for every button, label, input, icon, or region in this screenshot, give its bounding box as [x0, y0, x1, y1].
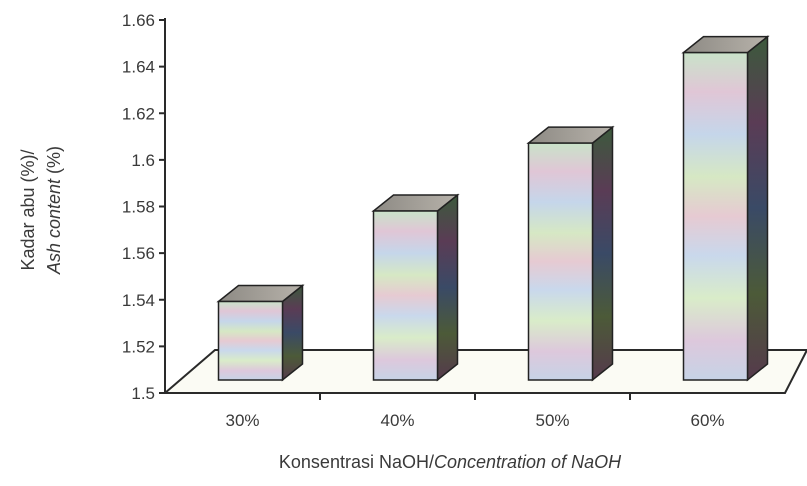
y-tick-label: 1.54: [122, 291, 155, 310]
y-tick-label: 1.66: [122, 11, 155, 30]
x-category-label: 60%: [690, 411, 724, 430]
y-tick-label: 1.58: [122, 198, 155, 217]
bar-50%: [526, 125, 615, 382]
bar-side-face: [436, 193, 459, 382]
y-tick-label: 1.6: [131, 151, 155, 170]
bar-30%: [216, 283, 305, 382]
x-category-label: 50%: [535, 411, 569, 430]
bar-front-face: [217, 300, 284, 381]
y-axis-title-unit: (%): [44, 146, 64, 179]
x-axis-labels: 30% 40% 50% 60%: [225, 411, 724, 430]
bar-front-face: [372, 210, 439, 381]
x-axis-title: Konsentrasi NaOH/Concentration of NaOH: [279, 452, 622, 472]
y-tick-label: 1.56: [122, 244, 155, 263]
x-category-label: 40%: [380, 411, 414, 430]
bars-group: [216, 35, 770, 382]
bar-side-face: [591, 125, 614, 382]
bar-60%: [681, 35, 770, 382]
x-axis-title-italic: Concentration of NaOH: [434, 452, 622, 472]
bar-side-face: [746, 35, 769, 382]
y-axis-title-line2: Ash content (%): [44, 146, 64, 275]
bar-front-face: [527, 142, 594, 381]
x-category-label: 30%: [225, 411, 259, 430]
bar-40%: [371, 193, 460, 382]
bar-front-face: [682, 51, 749, 381]
y-tick-label: 1.5: [131, 384, 155, 403]
y-tick-label: 1.52: [122, 337, 155, 356]
x-axis-title-main: Konsentrasi NaOH/: [279, 452, 434, 472]
y-axis-title-italic: Ash content: [44, 178, 64, 275]
y-axis-title-line1: Kadar abu (%)/: [18, 149, 38, 270]
y-tick-label: 1.64: [122, 58, 155, 77]
y-axis-ticks: 1.5 1.52 1.54 1.56 1.58 1.6 1.62 1.64 1.66: [122, 11, 165, 403]
y-tick-label: 1.62: [122, 104, 155, 123]
x-axis-ticks: [319, 393, 631, 400]
